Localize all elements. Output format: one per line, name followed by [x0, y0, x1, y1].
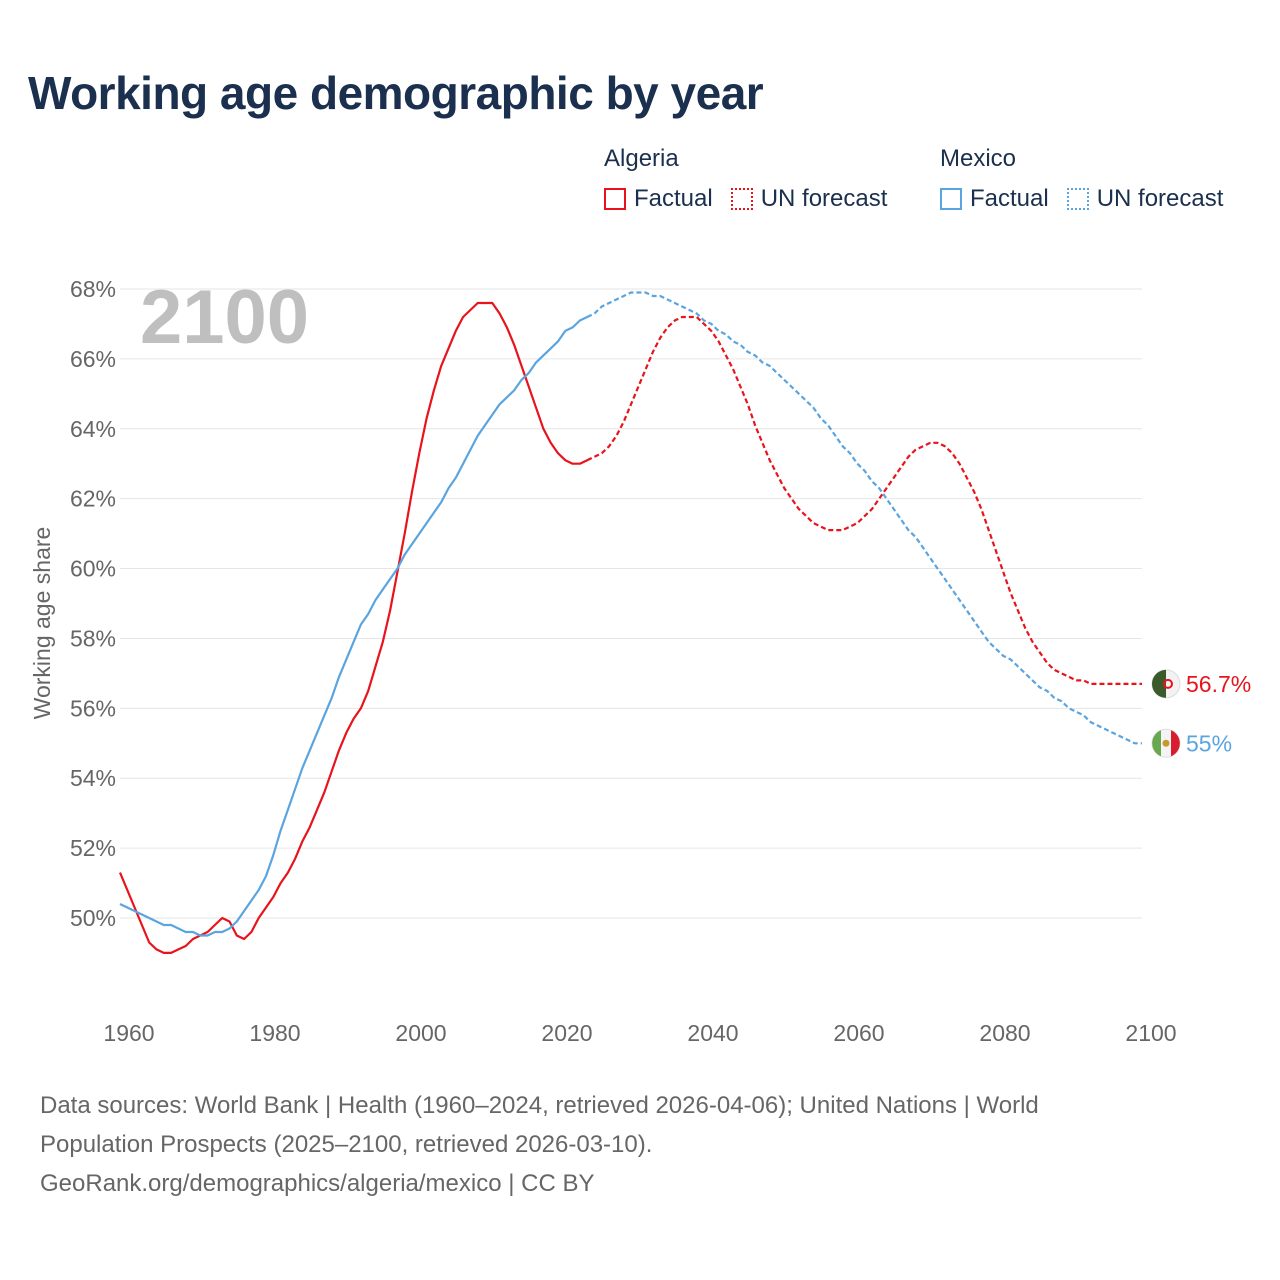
y-tick-label: 60%	[70, 556, 116, 582]
y-tick-label: 56%	[70, 695, 116, 721]
end-label-algeria: 56.7%	[1186, 671, 1251, 697]
y-tick-label: 54%	[70, 765, 116, 791]
legend-swatch-algeria-factual	[604, 188, 626, 210]
legend-item-algeria-factual[interactable]: Factual	[604, 185, 713, 213]
x-tick-label: 2080	[979, 1020, 1030, 1046]
x-tick-label: 2040	[687, 1020, 738, 1046]
y-tick-label: 64%	[70, 416, 116, 442]
y-tick-label: 66%	[70, 346, 116, 372]
legend-label: UN forecast	[1096, 185, 1224, 212]
footer-attribution[interactable]: GeoRank.org/demographics/algeria/mexico …	[40, 1170, 595, 1197]
legend-label: Factual	[634, 185, 713, 212]
series-line-mexico-factual	[119, 316, 588, 937]
legend-group-name: Mexico	[940, 145, 1017, 172]
x-tick-label: 2100	[1125, 1020, 1176, 1046]
x-tick-label: 2020	[541, 1020, 592, 1046]
legend-item-mexico-factual[interactable]: Factual	[940, 185, 1049, 213]
year-watermark: 2100	[140, 275, 309, 360]
legend-label: UN forecast	[760, 185, 888, 212]
y-tick-label: 58%	[70, 625, 116, 651]
series-line-mexico-forecast	[586, 291, 1142, 745]
footer-sources-line2: Population Prospects (2025–2100, retriev…	[40, 1131, 653, 1158]
legend-item-mexico-forecast[interactable]: UN forecast	[1066, 185, 1224, 213]
y-axis-label: Working age share	[29, 527, 55, 720]
x-tick-label: 2000	[395, 1020, 446, 1046]
chart-footer: Data sources: World Bank | Health (1960–…	[40, 1086, 1240, 1203]
x-tick-label: 1960	[103, 1020, 154, 1046]
legend-group-algeria: Algeria Factual UN forecast	[604, 145, 905, 213]
mexico-flag-red-band	[1171, 730, 1180, 757]
algeria-flag-green-half	[1152, 669, 1166, 698]
y-tick-label: 62%	[70, 486, 116, 512]
legend-group-mexico: Mexico Factual UN forecast	[940, 145, 1223, 213]
legend-swatch-mexico-factual	[940, 188, 962, 210]
algeria-flag-crescent	[1163, 678, 1173, 689]
y-tick-label: 68%	[70, 276, 116, 302]
series-line-algeria-factual	[118, 301, 588, 955]
mexico-flag-green-band	[1152, 730, 1161, 757]
end-label-mexico: 55%	[1186, 730, 1232, 756]
chart-title: Working age demographic by year	[28, 67, 764, 119]
series-line-algeria-forecast	[586, 315, 1142, 686]
legend-label: Factual	[970, 185, 1049, 212]
y-tick-label: 50%	[70, 905, 116, 931]
legend-swatch-algeria-forecast	[730, 188, 753, 210]
mexico-flag-emblem	[1162, 739, 1170, 747]
y-tick-label: 52%	[70, 835, 116, 861]
legend-item-algeria-forecast[interactable]: UN forecast	[730, 185, 888, 213]
line-chart: 50% 52% 54% 56% 58% 60% 62% 64% 66% 68% 1960 1980 20…	[29, 275, 1251, 1046]
footer-sources-line1: Data sources: World Bank | Health (1960–…	[40, 1092, 1039, 1119]
legend-swatch-mexico-forecast	[1066, 188, 1089, 210]
x-tick-label: 1980	[249, 1020, 300, 1046]
x-tick-label: 2060	[833, 1020, 884, 1046]
legend-group-name: Algeria	[604, 145, 679, 172]
